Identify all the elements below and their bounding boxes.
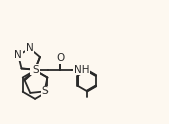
Text: O: O (31, 64, 39, 74)
Text: N: N (14, 50, 22, 61)
Text: S: S (41, 86, 48, 96)
Text: O: O (56, 53, 64, 63)
Text: N: N (26, 43, 33, 53)
Text: S: S (32, 65, 39, 75)
Text: NH: NH (74, 65, 89, 75)
